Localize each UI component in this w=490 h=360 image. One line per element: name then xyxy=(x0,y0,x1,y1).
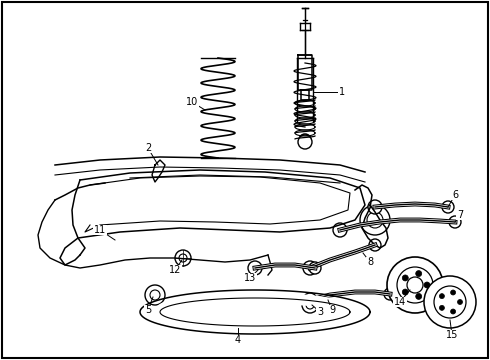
Circle shape xyxy=(387,257,443,313)
Circle shape xyxy=(145,285,165,305)
Text: 4: 4 xyxy=(235,335,241,345)
Circle shape xyxy=(402,289,408,295)
Circle shape xyxy=(175,250,191,266)
Text: 3: 3 xyxy=(317,307,323,317)
Text: 6: 6 xyxy=(452,190,458,200)
Circle shape xyxy=(416,271,422,276)
Circle shape xyxy=(248,261,262,275)
Text: 13: 13 xyxy=(244,273,256,283)
Circle shape xyxy=(299,134,311,146)
Text: 1: 1 xyxy=(339,87,345,97)
Text: 5: 5 xyxy=(145,305,151,315)
Circle shape xyxy=(303,261,317,275)
Circle shape xyxy=(451,309,456,314)
Text: 9: 9 xyxy=(329,305,335,315)
Circle shape xyxy=(369,239,381,251)
Circle shape xyxy=(302,297,318,313)
Circle shape xyxy=(309,262,321,274)
Circle shape xyxy=(384,288,396,300)
Circle shape xyxy=(458,300,463,305)
Circle shape xyxy=(333,223,347,237)
Circle shape xyxy=(424,276,476,328)
Circle shape xyxy=(402,275,408,281)
Circle shape xyxy=(360,205,390,235)
Circle shape xyxy=(303,293,317,307)
Text: 14: 14 xyxy=(394,297,406,307)
Circle shape xyxy=(451,290,456,295)
Text: 11: 11 xyxy=(94,225,106,235)
Text: 12: 12 xyxy=(169,265,181,275)
Text: 7: 7 xyxy=(457,210,463,220)
Text: 15: 15 xyxy=(446,330,458,340)
Circle shape xyxy=(440,294,444,299)
Circle shape xyxy=(416,293,422,300)
Circle shape xyxy=(440,305,444,310)
Circle shape xyxy=(298,135,312,149)
Text: 10: 10 xyxy=(186,97,198,107)
Circle shape xyxy=(424,282,430,288)
Text: 8: 8 xyxy=(367,257,373,267)
Circle shape xyxy=(449,216,461,228)
Circle shape xyxy=(368,200,382,214)
Circle shape xyxy=(442,201,454,213)
Text: 2: 2 xyxy=(145,143,151,153)
